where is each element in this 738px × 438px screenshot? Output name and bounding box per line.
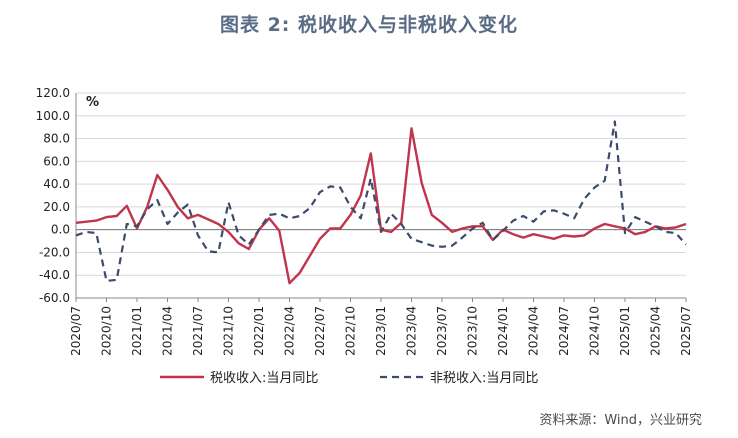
- x-tick-label: 2025/04: [649, 306, 663, 356]
- x-tick-label: 2022/07: [313, 306, 327, 356]
- legend: 税收收入:当月同比 非税收入:当月同比: [160, 371, 538, 386]
- chart-title: 图表 2: 税收收入与非税收入变化: [219, 14, 519, 36]
- x-tick-label: 2024/01: [496, 306, 510, 356]
- x-axis: 2020/07 2020/10 2021/01 2021/04 2021/07 2021/…: [69, 297, 693, 356]
- y-tick-label: 100.0: [36, 109, 70, 123]
- y-tick-label: -60.0: [39, 291, 70, 305]
- x-tick-label: 2023/10: [466, 306, 480, 356]
- x-tick-label: 2023/01: [374, 306, 388, 356]
- y-tick-label: -40.0: [39, 268, 70, 282]
- y-tick-label: 120.0: [36, 86, 70, 100]
- x-tick-label: 2024/07: [557, 306, 571, 356]
- y-tick-label: -20.0: [39, 245, 70, 259]
- grid-lines: [76, 92, 686, 299]
- y-tick-label: 60.0: [43, 154, 70, 168]
- x-tick-label: 2022/04: [283, 306, 297, 356]
- legend-label-nontax: 非税收入:当月同比: [430, 371, 538, 386]
- x-tick-label: 2021/01: [130, 306, 144, 356]
- x-tick-label: 2020/10: [100, 306, 114, 356]
- x-tick-label: 2024/04: [527, 306, 541, 356]
- legend-label-tax: 税收收入:当月同比: [210, 371, 318, 386]
- nontax-revenue-line: [75, 120, 687, 282]
- y-tick-label: 80.0: [43, 132, 70, 146]
- y-axis: 120.0 100.0 80.0 60.0 40.0 20.0 0.0 -20.0 -40.0 -…: [36, 86, 77, 305]
- x-tick-label: 2023/07: [435, 306, 449, 356]
- source-note: 资料来源：Wind，兴业研究: [539, 413, 702, 428]
- y-tick-label: 20.0: [43, 200, 70, 214]
- x-tick-label: 2021/04: [161, 306, 175, 356]
- series-lines: [75, 120, 687, 285]
- x-tick-label: 2020/07: [69, 306, 83, 356]
- tax-revenue-line: [75, 127, 687, 285]
- unit-label: %: [86, 95, 99, 110]
- x-tick-label: 2021/10: [222, 306, 236, 356]
- x-tick-label: 2021/07: [191, 306, 205, 356]
- x-tick-label: 2025/01: [618, 306, 632, 356]
- x-tick-label: 2024/10: [588, 306, 602, 356]
- y-tick-label: 40.0: [43, 177, 70, 191]
- x-tick-label: 2023/04: [405, 306, 419, 356]
- y-tick-label: 0.0: [51, 223, 70, 237]
- x-tick-label: 2022/10: [344, 306, 358, 356]
- x-tick-label: 2022/01: [252, 306, 266, 356]
- x-tick-label: 2025/07: [679, 306, 693, 356]
